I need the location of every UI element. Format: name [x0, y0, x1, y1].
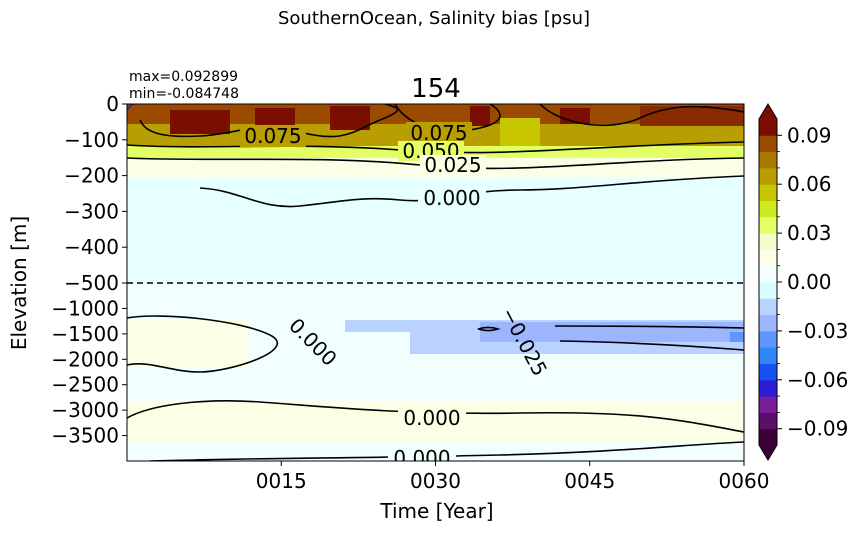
field-lower-near-zero: [127, 284, 744, 320]
x-tick-label: 0015: [256, 469, 307, 493]
x-tick-label: 0045: [564, 469, 615, 493]
contour-label: 0.075: [244, 124, 301, 148]
colorbar-tick-label: 0.09: [787, 123, 832, 147]
y-tick-label: −2500: [51, 373, 119, 397]
field-max-patch: [640, 106, 744, 126]
colorbar-tick-label: 0.06: [787, 172, 832, 196]
colorbar-level: [759, 330, 777, 348]
colorbar-level: [759, 135, 777, 153]
contour-label: 0.000: [403, 406, 460, 430]
y-tick-label: −500: [64, 271, 119, 295]
plot-title: 154: [411, 74, 461, 104]
colorbar-level: [759, 249, 777, 267]
colorbar-level: [759, 119, 777, 136]
y-axis-label: Elevation [m]: [7, 216, 31, 350]
colorbar-level: [759, 233, 777, 250]
colorbar-level: [759, 347, 777, 364]
colorbar-level: [759, 184, 777, 201]
y-tick-label: −2000: [51, 347, 119, 371]
max-label: max=0.092899: [129, 69, 238, 85]
y-tick-label: −300: [64, 199, 119, 223]
field-weak-positive-lens: [127, 320, 247, 368]
colorbar-level: [759, 363, 777, 381]
y-tick-label: −100: [64, 128, 119, 152]
colorbar-level: [759, 200, 777, 218]
contour-label: 0.000: [393, 446, 450, 470]
colorbar-level: [759, 151, 777, 169]
colorbar-level: [759, 167, 777, 185]
contour-label: 0.025: [424, 153, 481, 177]
min-label: min=-0.084748: [129, 86, 239, 102]
contour-label: 0.000: [423, 186, 480, 210]
field-max-patch: [255, 108, 295, 126]
field-negative-band-core: [730, 332, 744, 342]
contour-0.075: [394, 104, 501, 132]
colorbar-level: [759, 216, 777, 234]
colorbar-tick-label: 0.00: [787, 270, 832, 294]
colorbar-tick-label: 0.03: [787, 221, 832, 245]
y-tick-label: −400: [64, 235, 119, 259]
field-max-patch: [170, 110, 230, 134]
contour-0.000: [149, 441, 744, 461]
colorbar-level: [759, 396, 777, 413]
field-max-patch: [470, 106, 490, 126]
x-tick-label: 0030: [410, 469, 461, 493]
y-tick-label: −3500: [51, 424, 119, 448]
y-tick-label: −1000: [51, 296, 119, 320]
suptitle: SouthernOcean, Salinity bias [psu]: [278, 8, 590, 29]
contour-neg-0.025: [477, 326, 501, 332]
colorbar-tick-label: −0.03: [787, 319, 848, 343]
colorbar-extend-max: [759, 104, 777, 119]
colorbar-level: [759, 412, 777, 430]
x-axis-label: Time [Year]: [379, 499, 493, 523]
colorbar-level: [759, 298, 777, 316]
colorbar-outline: [758, 103, 778, 461]
colorbar-level: [759, 428, 777, 446]
plot-area: 0.075 0.075 0.050 0.025 0.000 0.000 0.00…: [127, 104, 744, 470]
x-axis: 0015 0030 0045 0060: [256, 461, 770, 493]
colorbar-level: [759, 282, 777, 299]
colorbar-level: [759, 314, 777, 332]
colorbar: 0.09 0.06 0.03 0.00 −0.03 −0.06 −0.09: [758, 103, 848, 461]
colorbar-level: [759, 265, 777, 283]
contour-0.075: [539, 104, 744, 127]
contour-0.000: [127, 315, 279, 373]
field-mid-patch: [500, 118, 540, 146]
colorbar-tick-label: −0.09: [787, 417, 848, 441]
y-tick-label: −1500: [51, 322, 119, 346]
contour-neg-0.025: [559, 340, 744, 351]
x-tick-label: 0060: [719, 469, 770, 493]
field-max-patch: [330, 106, 370, 130]
contour-0.000: [199, 175, 744, 208]
y-tick-label: 0: [106, 92, 119, 116]
colorbar-extend-min: [759, 445, 777, 460]
y-axis: 0 −100 −200 −300 −400 −500−1000−1500−2000−250…: [51, 92, 127, 448]
contour-neg-0.025: [554, 325, 744, 329]
y-tick-label: −200: [64, 164, 119, 188]
colorbar-tick-label: −0.06: [787, 368, 848, 392]
y-tick-label: −3000: [51, 398, 119, 422]
colorbar-level: [759, 379, 777, 397]
